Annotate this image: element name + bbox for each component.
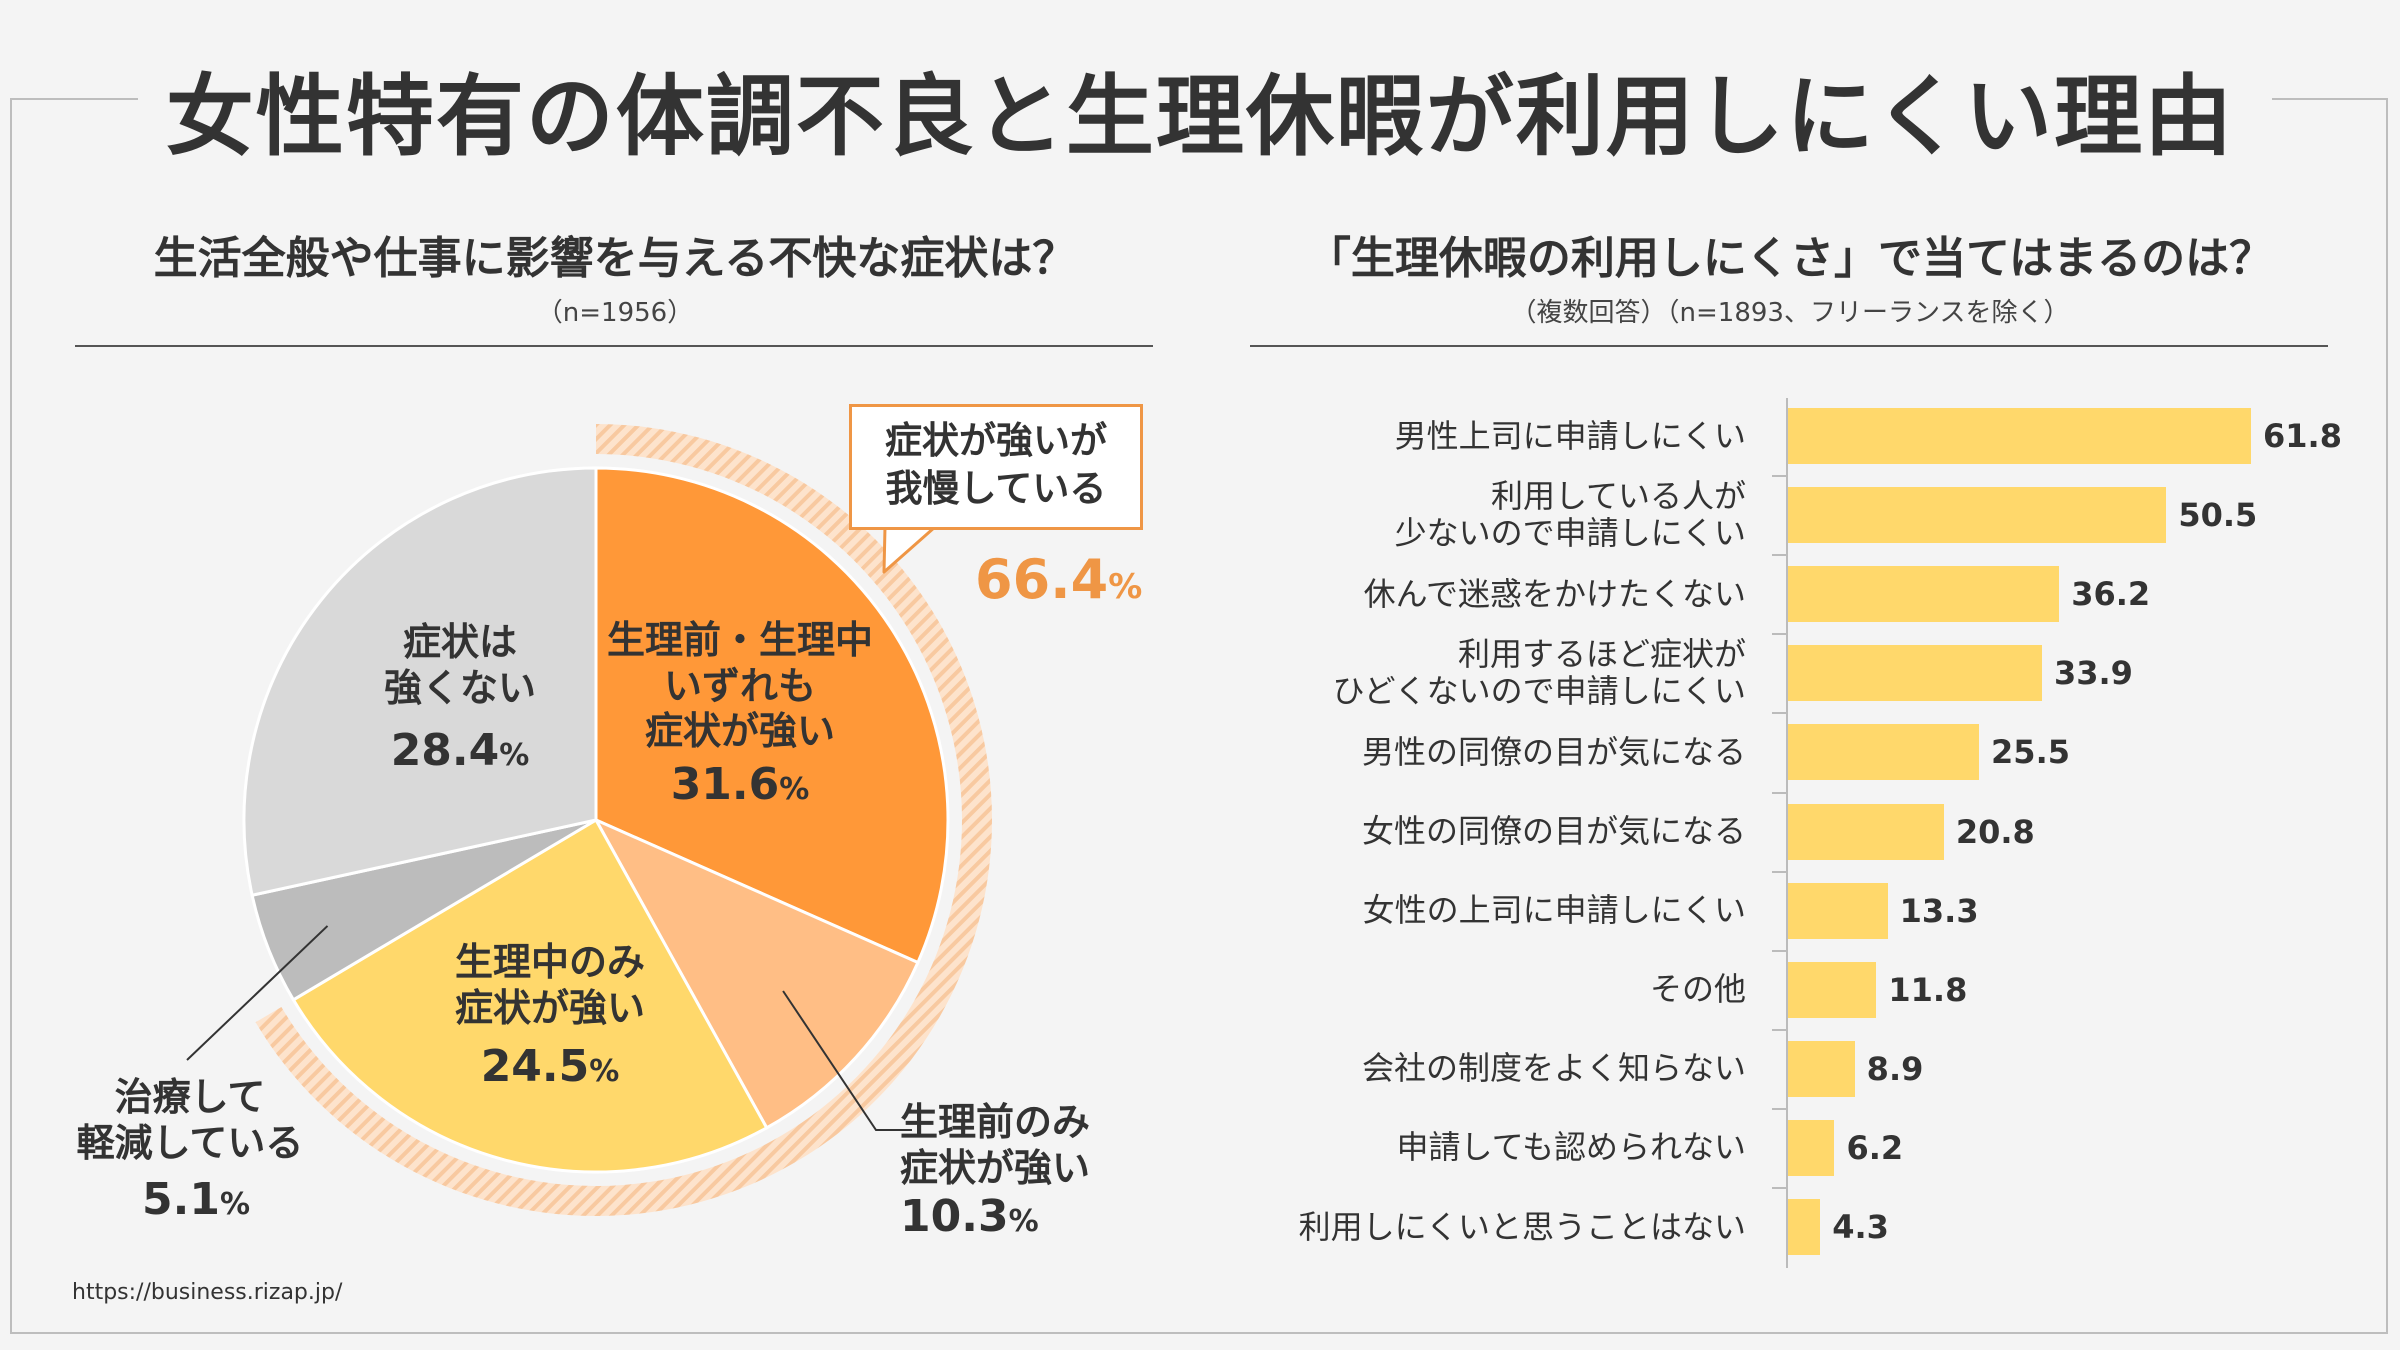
slice-label-not-strong: 症状は 強くない 28.4% bbox=[383, 620, 536, 777]
bar-8 bbox=[1788, 1040, 1855, 1097]
pie-slice-2 bbox=[291, 817, 769, 1174]
bar-category-label: 男性上司に申請しにくい bbox=[1394, 416, 1746, 455]
bar-divider-tick bbox=[1772, 475, 1788, 478]
pie-sample-size: （n=1956） bbox=[536, 298, 694, 328]
frame-top-left-line bbox=[10, 98, 138, 100]
bar-category-label: 女性の上司に申請しにくい bbox=[1362, 891, 1746, 930]
bar-divider-tick bbox=[1772, 712, 1788, 715]
slice-label-before-only: 生理前のみ 症状が強い 10.3% bbox=[900, 1100, 1091, 1243]
bar-10 bbox=[1788, 1199, 1821, 1255]
bar-axis bbox=[1786, 398, 1788, 1268]
bar-category-label: 女性の同僚の目が気になる bbox=[1361, 812, 1746, 850]
bar-7 bbox=[1788, 961, 1877, 1018]
bar-4 bbox=[1788, 724, 1980, 781]
bar-value-label: 4.3 bbox=[1832, 1208, 1889, 1246]
slice-label-both: 生理前・生理中 いずれも 症状が強い 31.6% bbox=[606, 618, 873, 810]
bar-6 bbox=[1788, 882, 1888, 939]
leader-before-only bbox=[782, 990, 912, 1131]
callout-line2: 我慢している bbox=[885, 467, 1107, 511]
bar-divider-tick bbox=[1772, 554, 1788, 557]
bar-1 bbox=[1788, 487, 2167, 544]
bar-category-label: 利用しにくいと思うことはない bbox=[1298, 1207, 1746, 1246]
bar-divider-tick bbox=[1772, 1187, 1788, 1189]
bar-3 bbox=[1788, 645, 2042, 702]
bar-value-label: 33.9 bbox=[2053, 654, 2133, 693]
callout-percentage: 66.4% bbox=[975, 548, 1143, 611]
bar-divider-tick bbox=[1772, 791, 1788, 794]
callout-line1: 症状が強いが bbox=[885, 419, 1107, 462]
bar-divider-tick bbox=[1772, 1028, 1788, 1031]
pie-slice-4 bbox=[242, 466, 598, 898]
bar-heading: 「生理休暇の利用しにくさ」で当てはまるのは？ bbox=[1306, 233, 2274, 284]
bar-category-label: 利用している人が 少ないので申請しにくい bbox=[1394, 477, 1746, 552]
slice-label-during-only: 生理中のみ 症状が強い 24.5% bbox=[454, 940, 645, 1093]
bar-value-label: 20.8 bbox=[1955, 812, 2035, 851]
bar-divider-tick bbox=[1772, 633, 1788, 636]
bar-category-label: 会社の制度をよく知らない bbox=[1361, 1049, 1746, 1088]
frame-top-right-line bbox=[2272, 98, 2388, 100]
bar-value-label: 11.8 bbox=[1888, 970, 1968, 1009]
bar-divider-tick bbox=[1772, 870, 1788, 873]
bar-value-label: 61.8 bbox=[2263, 417, 2342, 455]
source-url: https://business.rizap.jp/ bbox=[72, 1280, 343, 1305]
page-title: 女性特有の体調不良と生理休暇が利用しにくい理由 bbox=[165, 65, 2235, 168]
bar-value-label: 50.5 bbox=[2178, 496, 2258, 535]
bar-value-label: 6.2 bbox=[1846, 1128, 1904, 1167]
bar-divider-tick bbox=[1772, 1107, 1788, 1110]
pie-slice-0 bbox=[594, 466, 950, 965]
bar-category-label: 申請しても認められない bbox=[1396, 1128, 1746, 1167]
pie-slice-1 bbox=[592, 816, 920, 1130]
leader-treated bbox=[186, 925, 329, 1061]
bar-category-label: 利用するほど症状が ひどくないので申請しにくい bbox=[1332, 635, 1746, 711]
bar-category-label: その他 bbox=[1649, 970, 1746, 1009]
bar-0 bbox=[1788, 408, 2251, 464]
bar-2 bbox=[1788, 566, 2060, 623]
slice-label-treated: 治療して 軽減している 5.1% bbox=[76, 1075, 304, 1226]
bar-category-label: 男性の同僚の目が気になる bbox=[1361, 732, 1746, 771]
bar-value-label: 36.2 bbox=[2071, 575, 2151, 614]
bar-5 bbox=[1788, 803, 1944, 860]
bar-divider-tick bbox=[1772, 949, 1788, 952]
bar-value-label: 8.9 bbox=[1866, 1049, 1924, 1088]
pie-heading: 生活全般や仕事に影響を与える不快な症状は？ bbox=[153, 233, 1077, 284]
bar-value-label: 13.3 bbox=[1899, 891, 1979, 930]
bar-sample-size: （複数回答）（n=1893、フリーランスを除く） bbox=[1510, 298, 2070, 328]
pie-heading-rule bbox=[75, 345, 1153, 347]
content-frame bbox=[10, 98, 2388, 1334]
bar-9 bbox=[1788, 1119, 1835, 1176]
bar-value-label: 25.5 bbox=[1991, 733, 2070, 772]
callout-pointer bbox=[882, 525, 937, 574]
bar-heading-rule bbox=[1250, 345, 2328, 347]
bar-category-label: 休んで迷惑をかけたくない bbox=[1363, 574, 1746, 613]
callout-box: 症状が強いが 我慢している bbox=[849, 404, 1143, 530]
